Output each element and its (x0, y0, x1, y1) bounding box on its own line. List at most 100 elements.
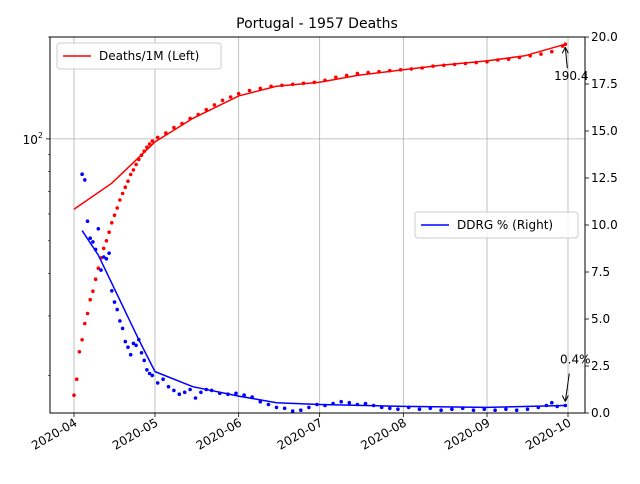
legend-deaths: Deaths/1M (Left) (56, 42, 222, 70)
series-point-0 (247, 88, 252, 93)
series-point-0 (366, 70, 371, 75)
series-point-1 (439, 408, 443, 413)
series-point-1 (406, 405, 411, 410)
series-point-1 (142, 358, 146, 363)
series-point-1 (91, 240, 95, 244)
series-point-0 (485, 60, 489, 64)
series-point-0 (118, 198, 122, 202)
series-point-0 (506, 57, 511, 61)
series-point-1 (85, 219, 90, 223)
series-point-1 (182, 390, 187, 395)
series-point-1 (514, 408, 519, 413)
series-point-1 (128, 352, 133, 357)
series-point-0 (228, 95, 233, 99)
series-point-1 (450, 407, 454, 412)
series-point-1 (536, 405, 541, 410)
series-point-1 (199, 390, 203, 395)
series-point-0 (528, 54, 532, 58)
series-point-1 (99, 268, 103, 272)
series-point-0 (120, 191, 125, 196)
y-right-tick-label: 5.0 (591, 312, 610, 326)
annotation-arrowhead-0 (561, 47, 569, 54)
series-point-1 (315, 402, 319, 407)
series-point-0 (80, 338, 84, 342)
y-right-tick-label: 7.5 (591, 265, 610, 279)
series-point-0 (563, 42, 568, 46)
series-point-1 (126, 345, 130, 350)
series-point-0 (431, 64, 435, 68)
series-point-0 (83, 321, 87, 326)
series-point-1 (290, 409, 295, 413)
series-point-1 (226, 392, 230, 397)
series-point-1 (145, 368, 149, 372)
series-point-1 (339, 399, 344, 404)
annotation-arrow-1 (564, 373, 570, 402)
series-point-0 (323, 78, 327, 83)
series-point-1 (363, 401, 368, 406)
series-point-1 (371, 403, 376, 408)
series-point-0 (420, 66, 425, 70)
series-point-1 (234, 391, 238, 396)
series-point-0 (150, 139, 155, 143)
series-point-0 (147, 142, 152, 146)
series-point-0 (280, 83, 284, 88)
legend-label: DDRG % (Right) (457, 218, 553, 232)
series-point-1 (388, 406, 392, 411)
series-point-1 (307, 405, 311, 410)
series-point-0 (123, 185, 128, 189)
series-point-0 (91, 289, 95, 294)
series-point-1 (355, 402, 360, 407)
series-point-1 (123, 339, 128, 344)
series-point-1 (120, 326, 125, 331)
annotation-layer: 190.4 0.4% (554, 47, 591, 402)
series-point-0 (74, 377, 79, 382)
series-point-1 (550, 400, 554, 405)
series-point-0 (496, 58, 500, 62)
series-point-0 (212, 103, 217, 107)
series-point-0 (126, 179, 130, 183)
annotation-label-0: 190.4 (554, 69, 588, 83)
series-point-0 (172, 125, 176, 130)
series-point-1 (110, 289, 114, 293)
series-point-0 (220, 98, 225, 103)
series-point-0 (110, 221, 114, 225)
series-point-1 (544, 403, 549, 408)
series-point-1 (150, 373, 155, 378)
series-point-1 (493, 408, 497, 413)
series-point-1 (193, 396, 198, 400)
series-point-0 (180, 121, 184, 126)
series-point-0 (442, 63, 446, 68)
series-point-0 (145, 145, 149, 149)
legend-box (414, 211, 579, 239)
series-point-1 (93, 247, 98, 252)
series-point-1 (80, 172, 84, 176)
series-point-1 (96, 227, 101, 231)
legend-label: Deaths/1M (Left) (99, 49, 199, 63)
series-point-0 (85, 311, 90, 316)
series-point-0 (164, 131, 168, 135)
series-point-0 (101, 246, 106, 251)
series-point-1 (161, 377, 165, 382)
series-point-0 (77, 350, 82, 354)
series-point-0 (539, 52, 543, 56)
series-point-1 (396, 407, 400, 412)
series-point-1 (139, 351, 144, 355)
series-point-0 (463, 61, 468, 66)
series-point-0 (134, 162, 138, 167)
series-point-0 (93, 277, 98, 282)
series-point-0 (334, 75, 338, 80)
series-point-1 (155, 381, 160, 385)
series-point-1 (131, 341, 136, 346)
y-right-tick-label: 12.5 (591, 171, 618, 185)
series-point-0 (312, 80, 317, 85)
series-point-1 (166, 384, 171, 389)
series-point-0 (104, 239, 109, 243)
annotation-arrow-0 (564, 47, 568, 69)
annotation-arrowhead-1 (561, 395, 569, 402)
series-point-1 (460, 406, 465, 411)
series-point-1 (177, 392, 182, 397)
series-point-0 (290, 82, 295, 87)
series-point-0 (452, 62, 457, 67)
series-point-1 (471, 408, 476, 413)
